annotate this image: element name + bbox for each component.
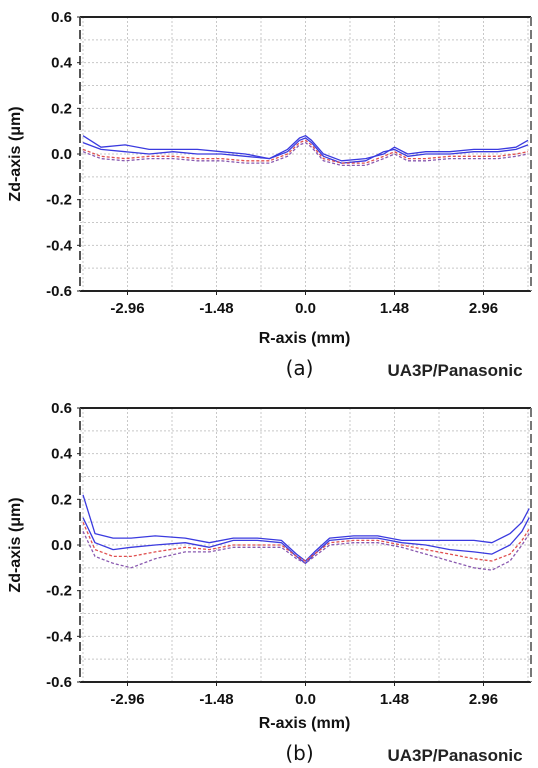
y-tick-label: 0.6 <box>51 9 72 26</box>
x-tick-label: 0.0 <box>295 300 316 317</box>
series-group <box>82 494 530 571</box>
series-group <box>82 135 529 167</box>
series-line-blue <box>82 517 530 564</box>
x-tick-label: 1.48 <box>380 300 409 317</box>
y-tick-label: 0.0 <box>51 146 72 163</box>
y-tick-label: -0.4 <box>46 237 73 254</box>
y-axis-label: Zd-axis (μm) <box>7 106 24 201</box>
y-tick-label: -0.2 <box>46 192 72 209</box>
x-tick-label: -2.96 <box>110 691 144 708</box>
y-tick-label: 0.6 <box>51 400 72 417</box>
x-tick-label: -2.96 <box>110 300 144 317</box>
y-tick-label: 0.2 <box>51 100 72 117</box>
x-axis-label: R-axis (mm) <box>259 715 351 732</box>
series-line-red <box>82 521 530 562</box>
panel-label: (a) <box>286 356 314 380</box>
x-tick-label: -1.48 <box>199 300 233 317</box>
y-tick-label: -0.4 <box>46 628 73 645</box>
source-label: UA3P/Panasonic <box>387 361 522 380</box>
series-line-blue <box>82 494 530 562</box>
x-tick-label: 2.96 <box>469 691 498 708</box>
series-line-red <box>82 139 529 164</box>
y-tick-label: 0.0 <box>51 537 72 554</box>
chart-panel-b: 0.6 0.4 0.2 0.0 -0.2 -0.4 -0.6 -2.96 -1.48 0.0 1.4… <box>7 400 532 765</box>
series-line-blue <box>82 137 529 164</box>
chart-panel-a: 0.6 0.4 0.2 0.0 -0.2 -0.4 -0.6 -2.96 -1.48 0.0 1.4… <box>7 9 532 380</box>
panel-label: (b) <box>285 741 313 765</box>
series-line-blue <box>82 135 529 162</box>
x-tick-label: 0.0 <box>295 691 316 708</box>
series-line-purple <box>82 141 529 167</box>
y-axis-label: Zd-axis (μm) <box>7 497 24 592</box>
y-tick-label: -0.6 <box>46 674 72 691</box>
x-tick-label: 2.96 <box>469 300 498 317</box>
y-tick-label: -0.6 <box>46 283 72 300</box>
y-tick-label: -0.2 <box>46 583 72 600</box>
y-tick-label: 0.4 <box>51 446 73 463</box>
source-label: UA3P/Panasonic <box>387 746 522 765</box>
x-tick-label: -1.48 <box>199 691 233 708</box>
y-tick-label: 0.2 <box>51 491 72 508</box>
series-line-purple <box>82 531 530 571</box>
x-axis-label: R-axis (mm) <box>259 330 351 347</box>
y-tick-label: 0.4 <box>51 55 73 72</box>
x-tick-label: 1.48 <box>380 691 409 708</box>
